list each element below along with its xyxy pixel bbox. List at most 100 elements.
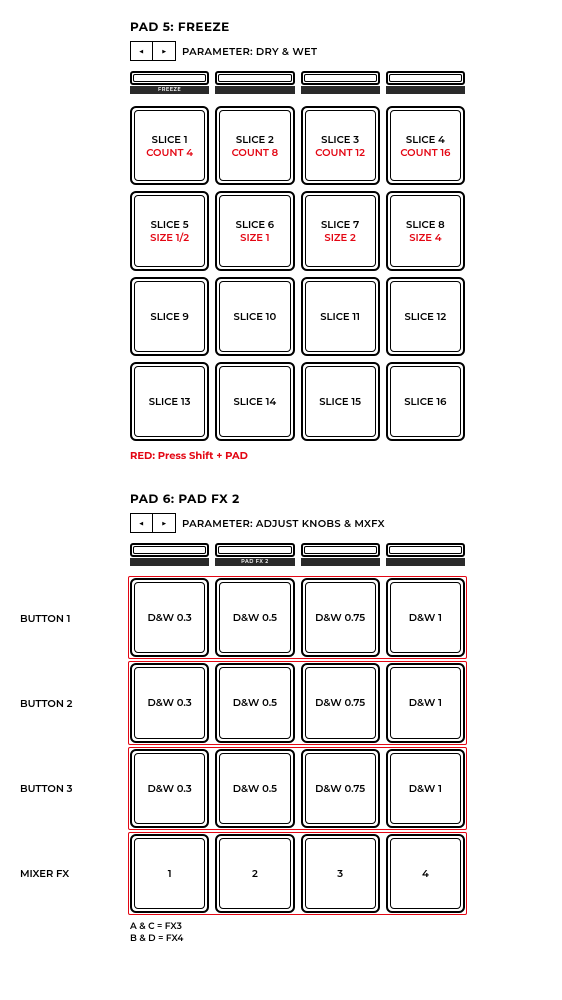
- pad-label: D&W 0.3: [147, 782, 191, 795]
- pad-label: D&W 0.3: [147, 696, 191, 709]
- arrow-left-button[interactable]: ◀: [131, 42, 153, 60]
- pad6-pad-1[interactable]: D&W 0.3: [130, 578, 209, 657]
- pad-label: SLICE 10: [234, 310, 277, 323]
- pad-label: SLICE 15: [319, 395, 361, 408]
- pad6-row-label-1: BUTTON 1: [20, 612, 120, 625]
- pad6-title: PAD 6: PAD FX 2: [130, 492, 465, 507]
- pad-shift-label: SIZE 4: [409, 231, 441, 244]
- pad6-param-label: PARAMETER: ADJUST KNOBS & MXFX: [182, 517, 385, 530]
- pad-label: SLICE 8: [406, 218, 445, 231]
- mode-slot-2[interactable]: [215, 71, 294, 94]
- pad6-pad-13[interactable]: 1: [130, 834, 209, 913]
- pad6-pad-15[interactable]: 3: [301, 834, 380, 913]
- pad6-pad-5[interactable]: D&W 0.3: [130, 663, 209, 742]
- pad-label: D&W 1: [409, 782, 442, 795]
- pad-label: 2: [252, 867, 258, 880]
- pad5-pad-3[interactable]: SLICE 3COUNT 12: [301, 106, 380, 185]
- pad5-pad-6[interactable]: SLICE 6SIZE 1: [215, 191, 294, 270]
- arrow-left-button[interactable]: ◀: [131, 514, 153, 532]
- pad6-pad-2[interactable]: D&W 0.5: [215, 578, 294, 657]
- pad6-pad-11[interactable]: D&W 0.75: [301, 749, 380, 828]
- pad5-pad-13[interactable]: SLICE 13: [130, 362, 209, 441]
- pad6-pad-12[interactable]: D&W 1: [386, 749, 465, 828]
- mode-slot-4[interactable]: [386, 71, 465, 94]
- pad-label: 4: [422, 867, 429, 880]
- pad-label: D&W 0.3: [147, 611, 191, 624]
- pad5-pad-1[interactable]: SLICE 1COUNT 4: [130, 106, 209, 185]
- pad-label: D&W 1: [409, 611, 442, 624]
- pad-label: D&W 0.5: [233, 782, 277, 795]
- pad6-row-label-4: MIXER FX: [20, 867, 120, 880]
- pad-label: SLICE 2: [236, 133, 274, 146]
- pad-label: 1: [168, 867, 172, 880]
- pad6-pad-4[interactable]: D&W 1: [386, 578, 465, 657]
- pad6-row-label-3: BUTTON 3: [20, 782, 120, 795]
- pad5-pad-5[interactable]: SLICE 5SIZE 1/2: [130, 191, 209, 270]
- pad5-title: PAD 5: FREEZE: [130, 20, 465, 35]
- pad5-mode-row: FREEZE: [130, 71, 465, 94]
- mode-slot-1[interactable]: FREEZE: [130, 71, 209, 94]
- pad-shift-label: COUNT 4: [146, 146, 193, 159]
- pad5-pad-12[interactable]: SLICE 12: [386, 277, 465, 356]
- pad6-pad-3[interactable]: D&W 0.75: [301, 578, 380, 657]
- pad5-pad-7[interactable]: SLICE 7SIZE 2: [301, 191, 380, 270]
- pad6-param-row: ◀ ▶ PARAMETER: ADJUST KNOBS & MXFX: [130, 513, 465, 533]
- pad6-footer: A & C = FX3 B & D = FX4: [130, 921, 465, 944]
- pad6-pad-8[interactable]: D&W 1: [386, 663, 465, 742]
- mode-slot-3[interactable]: [301, 543, 380, 566]
- pad-label: SLICE 1: [152, 133, 188, 146]
- pad5-pad-8[interactable]: SLICE 8SIZE 4: [386, 191, 465, 270]
- pad-label: D&W 1: [409, 696, 442, 709]
- pad-label: SLICE 3: [321, 133, 359, 146]
- pad6-arrow-group: ◀ ▶: [130, 513, 176, 533]
- pad-shift-label: COUNT 16: [400, 146, 450, 159]
- pad-shift-label: SIZE 2: [324, 231, 355, 244]
- pad-label: SLICE 4: [406, 133, 445, 146]
- pad6-pad-9[interactable]: D&W 0.3: [130, 749, 209, 828]
- pad-label: SLICE 5: [151, 218, 189, 231]
- mode-slot-2[interactable]: PAD FX 2: [215, 543, 294, 566]
- pad5-grid: SLICE 1COUNT 4SLICE 2COUNT 8SLICE 3COUNT…: [130, 106, 465, 441]
- pad-label: SLICE 14: [234, 395, 277, 408]
- pad6-pad-16[interactable]: 4: [386, 834, 465, 913]
- pad6-pad-14[interactable]: 2: [215, 834, 294, 913]
- pad5-footnote: RED: Press Shift + PAD: [130, 449, 465, 462]
- pad-shift-label: SIZE 1/2: [150, 231, 189, 244]
- pad6-pad-7[interactable]: D&W 0.75: [301, 663, 380, 742]
- pad-shift-label: COUNT 8: [232, 146, 279, 159]
- pad-shift-label: COUNT 12: [315, 146, 365, 159]
- pad-label: SLICE 13: [149, 395, 191, 408]
- pad5-arrow-group: ◀ ▶: [130, 41, 176, 61]
- pad-label: 3: [337, 867, 343, 880]
- pad5-section: PAD 5: FREEZE ◀ ▶ PARAMETER: DRY & WET F…: [130, 20, 465, 462]
- pad-label: D&W 0.5: [233, 611, 277, 624]
- pad5-pad-4[interactable]: SLICE 4COUNT 16: [386, 106, 465, 185]
- pad6-row-label-2: BUTTON 2: [20, 697, 120, 710]
- mode-slot-4[interactable]: [386, 543, 465, 566]
- pad5-pad-14[interactable]: SLICE 14: [215, 362, 294, 441]
- pad-label: SLICE 12: [405, 310, 447, 323]
- mode-slot-1[interactable]: [130, 543, 209, 566]
- pad-label: D&W 0.75: [315, 696, 365, 709]
- pad-label: SLICE 16: [404, 395, 446, 408]
- pad-shift-label: SIZE 1: [240, 231, 269, 244]
- arrow-right-button[interactable]: ▶: [153, 514, 175, 532]
- pad5-pad-2[interactable]: SLICE 2COUNT 8: [215, 106, 294, 185]
- pad5-pad-16[interactable]: SLICE 16: [386, 362, 465, 441]
- arrow-right-button[interactable]: ▶: [153, 42, 175, 60]
- pad5-pad-15[interactable]: SLICE 15: [301, 362, 380, 441]
- pad6-pad-6[interactable]: D&W 0.5: [215, 663, 294, 742]
- pad6-grid: D&W 0.3 D&W 0.5 D&W 0.75 D&W 1 D&W 0.3 D&W 0.…: [130, 578, 465, 913]
- pad6-section: PAD 6: PAD FX 2 ◀ ▶ PARAMETER: ADJUST KN…: [130, 492, 465, 944]
- pad6-pad-10[interactable]: D&W 0.5: [215, 749, 294, 828]
- pad-label: SLICE 6: [236, 218, 274, 231]
- pad-label: D&W 0.75: [315, 782, 365, 795]
- pad5-pad-10[interactable]: SLICE 10: [215, 277, 294, 356]
- pad-label: SLICE 7: [321, 218, 359, 231]
- pad6-mode-row: PAD FX 2: [130, 543, 465, 566]
- mode-slot-3[interactable]: [301, 71, 380, 94]
- pad5-pad-9[interactable]: SLICE 9: [130, 277, 209, 356]
- pad5-pad-11[interactable]: SLICE 11: [301, 277, 380, 356]
- pad-label: D&W 0.5: [233, 696, 277, 709]
- pad-label: SLICE 11: [320, 310, 360, 323]
